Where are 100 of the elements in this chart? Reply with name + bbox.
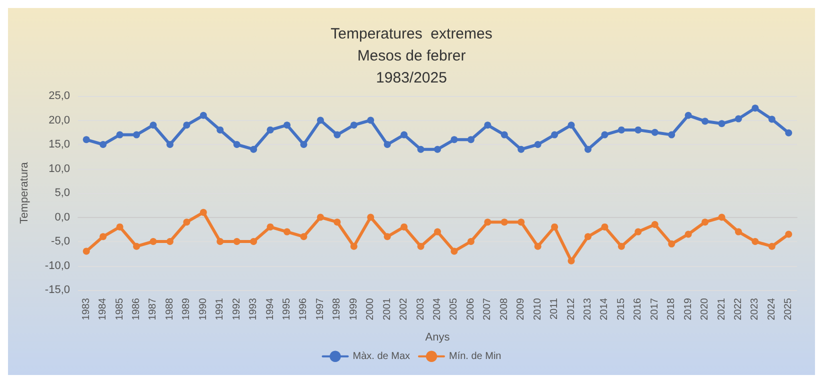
- x-tick-label: 2015: [616, 298, 627, 320]
- point: [500, 131, 508, 138]
- point: [785, 129, 792, 136]
- point: [484, 122, 492, 129]
- point: [133, 131, 140, 138]
- point: [400, 223, 408, 230]
- x-tick-label: 2002: [398, 298, 410, 320]
- point: [116, 131, 124, 138]
- point: [400, 131, 408, 138]
- chart-title: Temperatures extremes Mesos de febrer 1983/2025: [330, 26, 492, 86]
- point: [100, 233, 107, 240]
- point: [484, 218, 492, 226]
- point: [534, 242, 542, 250]
- x-tick-label: 2020: [700, 298, 711, 320]
- point: [651, 128, 658, 136]
- point: [133, 242, 140, 250]
- x-tick-label: 2000: [365, 298, 376, 320]
- point: [618, 126, 625, 134]
- x-tick-label: 1996: [298, 298, 310, 320]
- point: [150, 122, 157, 129]
- point: [116, 223, 124, 230]
- x-tick-label: 2018: [666, 298, 678, 320]
- point: [150, 238, 157, 245]
- point: [350, 242, 358, 250]
- point: [518, 218, 525, 226]
- x-tick-label: 1989: [181, 298, 192, 320]
- point: [584, 233, 592, 240]
- y-tick-label: -5,0: [51, 236, 70, 248]
- x-tick-label: 1994: [264, 298, 276, 320]
- point: [233, 238, 240, 245]
- x-tick-label: 2003: [415, 298, 426, 320]
- point: [266, 223, 274, 230]
- x-tick-label: 2021: [716, 298, 728, 320]
- point: [183, 218, 190, 226]
- point: [450, 136, 458, 144]
- x-tick-label: 2006: [465, 298, 476, 320]
- point: [684, 230, 692, 238]
- x-tick-label: 1987: [148, 298, 159, 320]
- point: [250, 146, 258, 153]
- point: [367, 214, 374, 221]
- x-tick-label: 2010: [532, 298, 544, 320]
- point: [284, 228, 291, 236]
- point: [183, 122, 190, 129]
- y-axis-title: Temperatura: [18, 161, 30, 224]
- point: [718, 214, 726, 221]
- x-tick-label: 2008: [498, 298, 510, 320]
- y-tick-label: 5,0: [54, 187, 70, 199]
- x-tick-label: 1986: [131, 298, 142, 320]
- x-tick-label: 1998: [332, 298, 343, 320]
- point: [702, 218, 709, 226]
- point: [668, 240, 676, 248]
- x-tick-label: 2011: [549, 298, 560, 320]
- point: [316, 214, 324, 221]
- point: [568, 122, 575, 129]
- point: [601, 131, 608, 138]
- x-tick-label: 2009: [516, 298, 527, 320]
- point: [702, 118, 709, 125]
- point: [618, 242, 625, 250]
- point: [752, 238, 759, 245]
- legend-label: Màx. de Max: [352, 350, 410, 362]
- point: [500, 218, 508, 226]
- point: [601, 223, 608, 230]
- point: [651, 221, 658, 228]
- point: [768, 116, 776, 123]
- point: [634, 228, 642, 236]
- point: [300, 233, 308, 240]
- point: [518, 146, 525, 153]
- x-tick-label: 1983: [80, 298, 92, 320]
- point: [584, 146, 592, 153]
- x-tick-label: 2017: [649, 298, 660, 320]
- x-tick-label: 2022: [732, 298, 744, 320]
- point: [718, 120, 726, 128]
- x-tick-label: 2024: [766, 298, 778, 320]
- y-tick-label: -15,0: [44, 284, 70, 296]
- x-axis-title: Anys: [425, 332, 450, 344]
- point: [551, 223, 558, 230]
- x-tick-label: 2023: [750, 298, 761, 320]
- point: [316, 116, 324, 124]
- point: [216, 126, 224, 134]
- legend-label: Mín. de Min: [449, 350, 502, 362]
- x-tick-label: 2025: [783, 298, 794, 320]
- point: [334, 218, 341, 226]
- x-tick-label: 1992: [231, 298, 242, 320]
- point: [634, 126, 642, 134]
- y-tick-label: 15,0: [48, 138, 70, 150]
- point: [384, 233, 391, 240]
- point: [551, 131, 558, 138]
- point: [768, 242, 776, 250]
- point: [434, 146, 441, 153]
- point: [166, 238, 174, 245]
- point: [300, 141, 308, 148]
- point: [734, 228, 742, 236]
- point: [534, 141, 542, 148]
- y-tick-label: 20,0: [48, 114, 70, 126]
- point: [384, 141, 391, 148]
- point: [785, 230, 792, 238]
- x-tick-label: 2019: [682, 298, 694, 320]
- point: [216, 238, 224, 245]
- point: [350, 122, 358, 129]
- x-tick-label: 2001: [382, 298, 393, 320]
